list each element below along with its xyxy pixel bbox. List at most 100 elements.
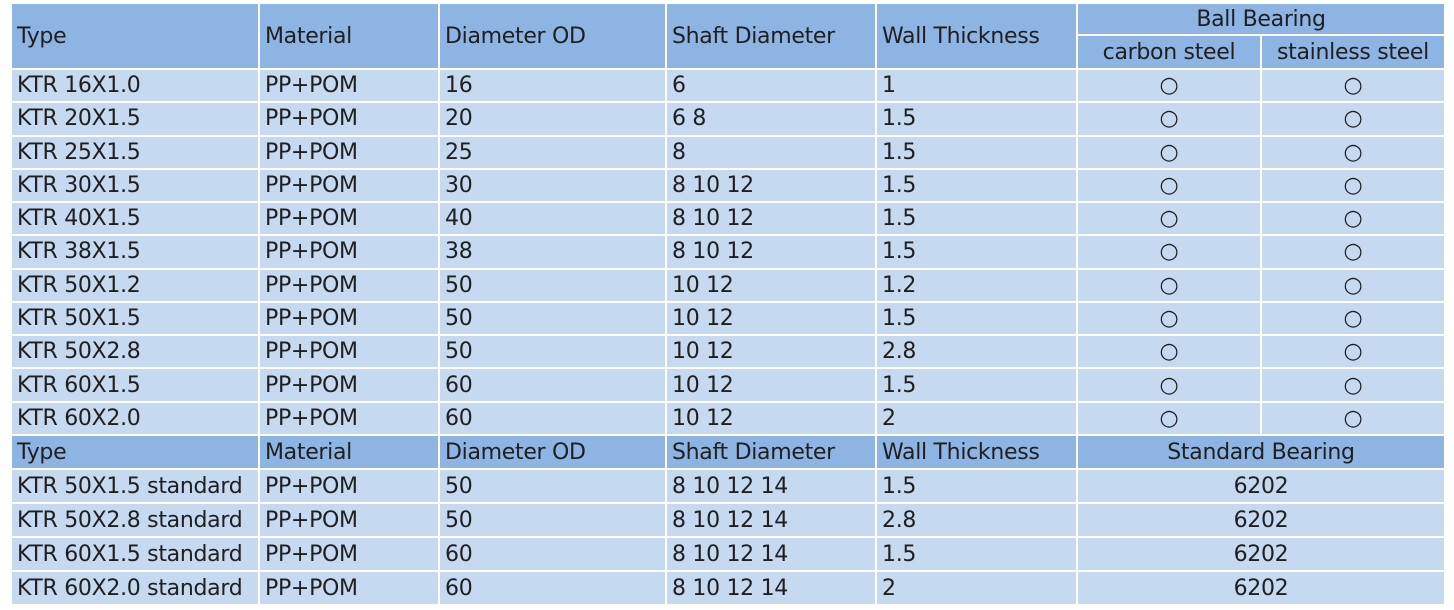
table-cell: 1 — [877, 70, 1076, 102]
table-cell: PP+POM — [260, 203, 438, 235]
table-cell: PP+POM — [260, 470, 438, 502]
table-cell: 10 12 — [667, 302, 875, 335]
table-cell: 1.5 — [877, 203, 1076, 235]
sub-header: stainless steel — [1262, 36, 1444, 68]
header-cell: Shaft Diameter — [667, 436, 875, 468]
table-cell: KTR 50X2.8 — [12, 336, 258, 368]
header-cell: Type — [12, 436, 258, 468]
table-cell: 2 — [877, 402, 1076, 434]
table-cell: 8 10 12 — [667, 236, 875, 268]
table-cell: PP+POM — [260, 336, 438, 368]
table-cell: 10 12 — [667, 369, 875, 401]
table-cell: ○ — [1262, 402, 1444, 434]
table-cell: 50 — [440, 470, 665, 502]
table-cell: 10 12 — [667, 336, 875, 368]
table-cell: PP+POM — [260, 302, 438, 335]
table-cell: PP+POM — [260, 169, 438, 202]
table-cell: 20 — [440, 103, 665, 135]
table-cell: 60 — [440, 572, 665, 604]
table-cell: 50 — [440, 504, 665, 536]
table-cell: 50 — [440, 336, 665, 368]
table-cell: ○ — [1262, 103, 1444, 135]
header-cell: Type — [12, 4, 258, 68]
table-cell: ○ — [1078, 302, 1260, 335]
table-cell: 10 12 — [667, 402, 875, 434]
table-cell: 1.5 — [877, 470, 1076, 502]
group-header: Ball Bearing — [1078, 4, 1444, 34]
table-cell: ○ — [1262, 169, 1444, 202]
table-cell: PP+POM — [260, 572, 438, 604]
table-cell: ○ — [1078, 203, 1260, 235]
table-cell: KTR 16X1.0 — [12, 70, 258, 102]
table-cell: ○ — [1078, 136, 1260, 168]
table-cell: 10 12 — [667, 269, 875, 301]
table-cell: 1.5 — [877, 538, 1076, 570]
header-cell: Diameter OD — [440, 4, 665, 68]
table-cell: 60 — [440, 402, 665, 434]
sub-header: carbon steel — [1078, 36, 1260, 68]
table-cell: ○ — [1078, 236, 1260, 268]
header-cell: Diameter OD — [440, 436, 665, 468]
table-cell: KTR 20X1.5 — [12, 103, 258, 135]
table-cell: PP+POM — [260, 70, 438, 102]
table-cell: ○ — [1262, 269, 1444, 301]
table-cell: 6202 — [1078, 470, 1444, 502]
table-cell: 60 — [440, 369, 665, 401]
table-cell: 8 10 12 — [667, 169, 875, 202]
table-cell: KTR 60X1.5 — [12, 369, 258, 401]
group-header: Standard Bearing — [1078, 436, 1444, 468]
table-cell: KTR 50X1.5 standard — [12, 470, 258, 502]
table-cell: PP+POM — [260, 504, 438, 536]
table-cell: 38 — [440, 236, 665, 268]
table-cell: PP+POM — [260, 103, 438, 135]
table-cell: 6202 — [1078, 572, 1444, 604]
table-cell: PP+POM — [260, 369, 438, 401]
table-cell: KTR 50X2.8 standard — [12, 504, 258, 536]
table-cell: KTR 25X1.5 — [12, 136, 258, 168]
table-cell: 2.8 — [877, 504, 1076, 536]
table-cell: ○ — [1078, 169, 1260, 202]
header-cell: Wall Thickness — [877, 4, 1076, 68]
table-cell: ○ — [1078, 70, 1260, 102]
table-cell: 1.5 — [877, 369, 1076, 401]
table-cell: 16 — [440, 70, 665, 102]
table-cell: 8 10 12 — [667, 203, 875, 235]
table-cell: 50 — [440, 302, 665, 335]
table-cell: 2 — [877, 572, 1076, 604]
table-cell: ○ — [1078, 369, 1260, 401]
table-cell: 50 — [440, 269, 665, 301]
table-cell: PP+POM — [260, 402, 438, 434]
table-cell: 8 10 12 14 — [667, 538, 875, 570]
table-cell: ○ — [1262, 203, 1444, 235]
table-cell: PP+POM — [260, 236, 438, 268]
table-cell: ○ — [1078, 402, 1260, 434]
table-cell: KTR 50X1.2 — [12, 269, 258, 301]
table-cell: 6 8 — [667, 103, 875, 135]
table-cell: 6202 — [1078, 538, 1444, 570]
header-cell: Shaft Diameter — [667, 4, 875, 68]
table-cell: KTR 60X2.0 standard — [12, 572, 258, 604]
header-cell: Material — [260, 4, 438, 68]
table-cell: 1.2 — [877, 269, 1076, 301]
table-cell: KTR 60X2.0 — [12, 402, 258, 434]
table-cell: ○ — [1078, 269, 1260, 301]
table-cell: KTR 40X1.5 — [12, 203, 258, 235]
table-cell: 40 — [440, 203, 665, 235]
table-cell: ○ — [1262, 336, 1444, 368]
table-cell: ○ — [1262, 369, 1444, 401]
table-cell: 1.5 — [877, 236, 1076, 268]
table-cell: ○ — [1262, 136, 1444, 168]
table-cell: KTR 38X1.5 — [12, 236, 258, 268]
header-cell: Wall Thickness — [877, 436, 1076, 468]
table-cell: 8 — [667, 136, 875, 168]
table-cell: ○ — [1078, 103, 1260, 135]
table-cell: 8 10 12 14 — [667, 572, 875, 604]
table-cell: KTR 50X1.5 — [12, 302, 258, 335]
table-cell: 60 — [440, 538, 665, 570]
table-cell: PP+POM — [260, 269, 438, 301]
table-cell: ○ — [1262, 302, 1444, 335]
table-cell: ○ — [1078, 336, 1260, 368]
table-cell: 8 10 12 14 — [667, 470, 875, 502]
table-cell: 1.5 — [877, 169, 1076, 202]
